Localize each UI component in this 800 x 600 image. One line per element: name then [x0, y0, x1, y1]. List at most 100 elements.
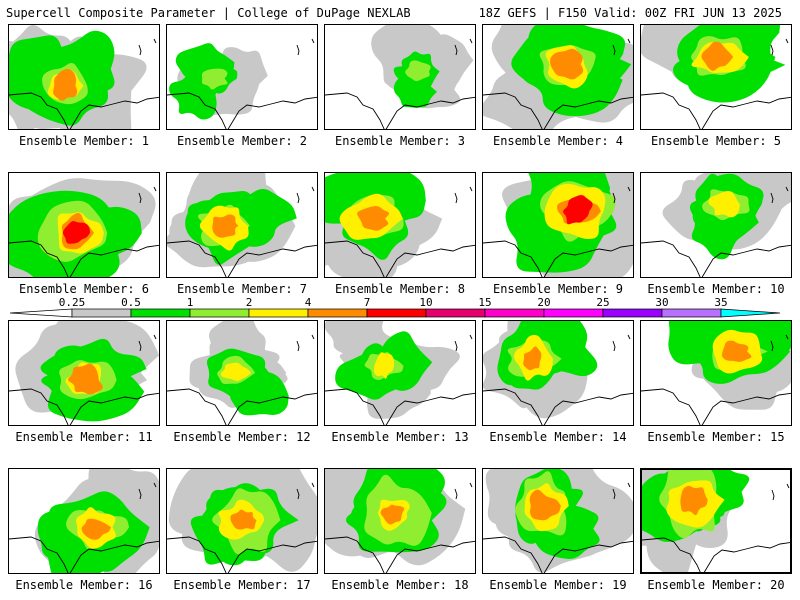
coastline: [483, 388, 633, 425]
lake-outline: [296, 38, 315, 56]
member-label: Ensemble Member: 2: [176, 134, 308, 148]
colorbar-tick-label: 0.5: [121, 296, 141, 309]
scp-field: [641, 321, 791, 425]
lake-outline: [612, 38, 631, 56]
ensemble-member-map: [166, 172, 318, 278]
ensemble-member-map: [324, 468, 476, 574]
ensemble-member-map: [640, 172, 792, 278]
scp-field: [483, 321, 633, 425]
scp-contour-fill: [68, 363, 103, 395]
member-label: Ensemble Member: 16: [15, 578, 153, 592]
scp-contour-fill: [230, 509, 257, 530]
lake-outline: [454, 38, 473, 56]
member-label: Ensemble Member: 18: [331, 578, 469, 592]
coastline: [167, 240, 317, 277]
scp-contour-fill: [175, 43, 235, 78]
scp-field: [9, 178, 159, 277]
coastline: [325, 92, 475, 129]
scp-field: [325, 25, 475, 129]
colorbar-left-arrow: [10, 308, 73, 318]
lake-outline: [454, 482, 473, 500]
colorbar-swatch: [602, 308, 663, 318]
page-title: Supercell Composite Parameter | College …: [6, 6, 411, 20]
color-scale-bar: 0.25 0.5 1 2 4 7 10 15 20 25 30 35: [10, 296, 781, 318]
member-label: Ensemble Member: 17: [173, 578, 311, 592]
lake-outline: [770, 38, 789, 56]
member-label: Ensemble Member: 9: [492, 282, 624, 296]
lake-outline: [138, 186, 157, 204]
scp-field: [325, 469, 475, 573]
coastline: [167, 388, 317, 425]
colorbar-swatch: [543, 308, 604, 318]
scp-field: [167, 173, 317, 277]
colorbar-swatch: [425, 308, 486, 318]
member-label: Ensemble Member: 1: [18, 134, 150, 148]
coastline: [9, 92, 159, 129]
ensemble-member-map: [482, 172, 634, 278]
colorbar-tick-label: 10: [419, 296, 432, 309]
scp-field: [642, 470, 790, 572]
colorbar-right-arrow: [720, 308, 781, 318]
colorbar-swatch: [661, 308, 722, 318]
coastline: [325, 240, 475, 277]
coastline: [325, 388, 475, 425]
scp-field: [483, 25, 633, 129]
ensemble-member-map: [640, 24, 792, 130]
scp-field: [9, 469, 159, 573]
member-label: Ensemble Member: 11: [15, 430, 153, 444]
scp-contour-fill: [201, 68, 228, 90]
scp-contour-fill: [380, 504, 405, 525]
colorbar-tick-label: 0.25: [59, 296, 86, 309]
coastline: [9, 536, 159, 573]
scp-contour-fill: [379, 331, 433, 391]
scp-contour-fill: [393, 71, 437, 108]
member-label: Ensemble Member: 7: [176, 282, 308, 296]
ensemble-member-map: [8, 24, 160, 130]
ensemble-member-map: [482, 320, 634, 426]
lake-outline: [138, 482, 157, 500]
scp-field: [483, 469, 633, 573]
scp-contour-fill: [357, 205, 390, 231]
colorbar-swatch: [130, 308, 191, 318]
member-label: Ensemble Member: 13: [331, 430, 469, 444]
ensemble-member-map: [324, 172, 476, 278]
scp-field: [325, 321, 475, 425]
coastline: [325, 536, 475, 573]
scp-contour-fill: [562, 195, 593, 225]
lake-outline: [771, 483, 790, 501]
scp-field: [167, 38, 317, 129]
ensemble-member-map: [482, 24, 634, 130]
scp-contour-fill: [212, 214, 239, 238]
member-label: Ensemble Member: 8: [334, 282, 466, 296]
scp-field: [483, 173, 633, 277]
member-label: Ensemble Member: 19: [489, 578, 627, 592]
lake-outline: [138, 334, 157, 352]
ensemble-member-map: [640, 468, 792, 574]
member-label: Ensemble Member: 15: [647, 430, 785, 444]
colorbar-tick-label: 20: [537, 296, 550, 309]
coastline: [641, 92, 791, 129]
scp-contour-fill: [373, 352, 394, 379]
lake-outline: [612, 186, 631, 204]
ensemble-member-map: [8, 320, 160, 426]
lake-outline: [138, 38, 157, 56]
scp-contour-fill: [708, 190, 740, 218]
coastline: [9, 388, 159, 425]
scp-contour-fill: [701, 41, 734, 71]
colorbar-swatch: [248, 308, 309, 318]
scp-contour-fill: [721, 340, 752, 362]
scp-contour-fill: [81, 518, 111, 540]
run-info: 18Z GEFS | F150 Valid: 00Z FRI JUN 13 20…: [478, 6, 782, 20]
scp-contour-fill: [523, 346, 542, 371]
scp-contour-fill: [405, 60, 431, 82]
colorbar-tick-label: 35: [714, 296, 727, 309]
coastline: [483, 92, 633, 129]
coastline: [641, 388, 791, 425]
scp-field: [9, 321, 159, 425]
ensemble-member-map: [166, 24, 318, 130]
member-label: Ensemble Member: 20: [647, 578, 785, 592]
member-label: Ensemble Member: 3: [334, 134, 466, 148]
colorbar-swatch: [307, 308, 368, 318]
ensemble-member-map: [8, 468, 160, 574]
coastline: [167, 536, 317, 573]
